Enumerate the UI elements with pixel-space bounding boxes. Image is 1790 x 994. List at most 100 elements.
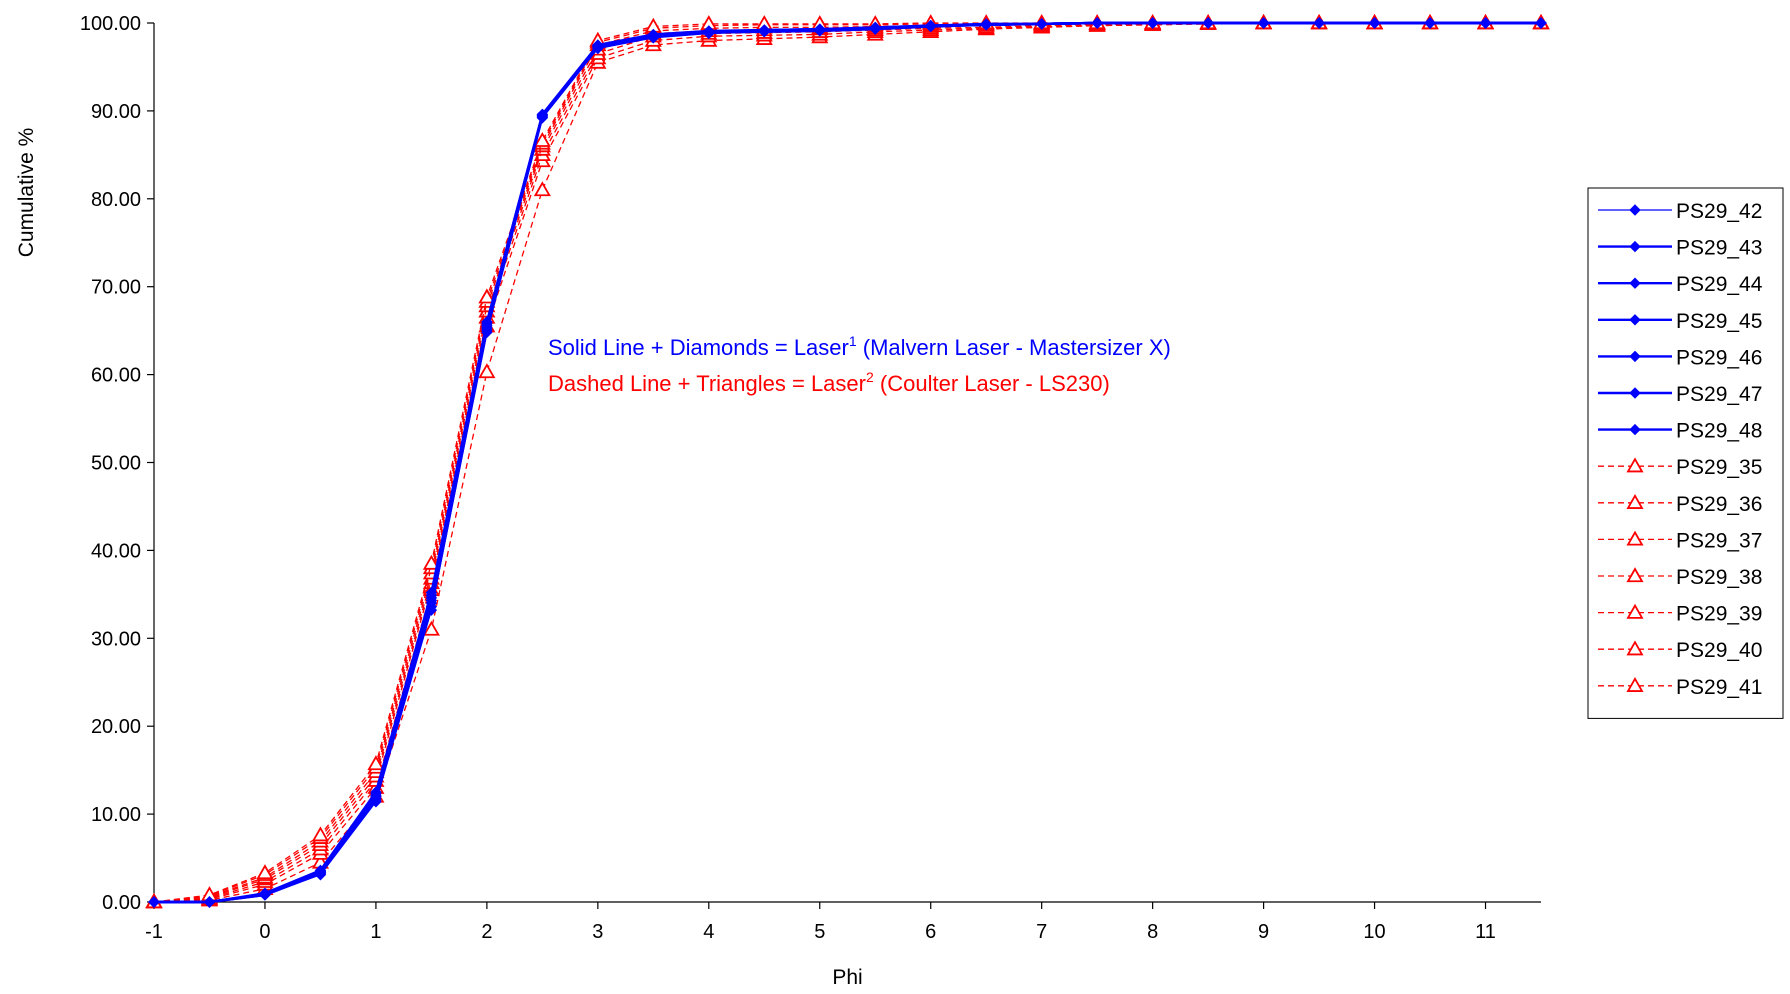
x-tick-label: 5 (814, 921, 825, 943)
legend-entry-PS29_46: PS29_46 (1598, 346, 1762, 369)
series-PS29_39 (145, 14, 1550, 909)
series-line (153, 22, 1541, 903)
data-point (647, 28, 660, 41)
legend-entry-PS29_37: PS29_37 (1598, 529, 1762, 552)
legend-label: PS29_35 (1676, 456, 1762, 479)
data-point (814, 23, 826, 35)
x-tick-label: 8 (1147, 921, 1158, 943)
data-point (203, 896, 216, 908)
y-tick-label: 40.00 (91, 540, 141, 562)
y-tick-label: 50.00 (91, 453, 141, 475)
series-PS29_47 (148, 17, 1547, 908)
data-point (481, 316, 493, 328)
series-line (154, 21, 1541, 904)
annotation-prefix: Dashed Line + Triangles = Laser (548, 371, 866, 396)
data-point (259, 887, 271, 899)
legend-entry-PS29_44: PS29_44 (1598, 273, 1763, 296)
series-PS29_35 (145, 14, 1550, 909)
series-PS29_41 (145, 14, 1550, 909)
legend-marker (1626, 603, 1644, 619)
data-point (592, 39, 604, 51)
legend-entry-PS29_41: PS29_41 (1598, 676, 1762, 699)
x-tick-label: 10 (1363, 921, 1385, 943)
legend-entry-PS29_40: PS29_40 (1598, 639, 1762, 662)
legend-label: PS29_42 (1676, 200, 1762, 223)
data-point (980, 18, 992, 30)
axes: 0.00 10.00 20.00 30.00 40.00 50.00 60.00 70.00 8… (15, 13, 1541, 989)
legend-label: PS29_40 (1676, 639, 1762, 662)
legend-entry-PS29_42: PS29_42 (1598, 200, 1762, 223)
annotation-suffix: (Malvern Laser - Mastersizer X) (857, 335, 1171, 360)
y-tick-label: 100.00 (80, 13, 141, 35)
x-tick-label: 2 (481, 921, 492, 943)
series-line (154, 21, 1541, 904)
data-point (1257, 17, 1270, 29)
legend-entry-PS29_43: PS29_43 (1598, 237, 1762, 260)
series-line (153, 22, 1541, 903)
data-point (1146, 17, 1159, 29)
data-point (425, 586, 438, 599)
legend-marker (1626, 493, 1644, 509)
series-PS29_45 (148, 17, 1547, 908)
y-tick-label: 90.00 (91, 101, 141, 123)
data-point (256, 864, 274, 880)
legend-entry-PS29_45: PS29_45 (1598, 310, 1762, 333)
legend-marker (1629, 277, 1641, 289)
data-point (703, 25, 715, 37)
x-tick-label: 9 (1258, 921, 1269, 943)
series-line (153, 22, 1541, 903)
y-tick-label: 10.00 (91, 804, 141, 826)
annotation-suffix: (Coulter Laser - LS230) (874, 371, 1110, 396)
legend-entry-PS29_36: PS29_36 (1598, 493, 1762, 516)
data-point (478, 288, 496, 304)
x-tick-label: 7 (1036, 921, 1047, 943)
legend-entry-PS29_39: PS29_39 (1598, 603, 1762, 626)
x-tick-label: 1 (370, 921, 381, 943)
series-line (154, 22, 1541, 903)
data-point (1479, 17, 1492, 29)
data-point (1313, 17, 1325, 29)
data-point (1424, 17, 1436, 29)
legend-entry-PS29_47: PS29_47 (1598, 383, 1762, 406)
data-point (478, 363, 496, 379)
data-point (422, 620, 440, 636)
legend-entry-PS29_48: PS29_48 (1598, 420, 1762, 443)
series-line (154, 21, 1541, 904)
y-tick-label: 80.00 (91, 189, 141, 211)
legend-label: PS29_43 (1676, 237, 1762, 260)
series-PS29_37 (145, 14, 1550, 909)
series-PS29_48 (148, 17, 1547, 908)
series-line (154, 21, 1541, 904)
series-line (153, 22, 1541, 903)
legend-label: PS29_37 (1676, 529, 1762, 552)
data-point (533, 181, 551, 197)
data-point (758, 24, 770, 36)
data-point (1035, 18, 1048, 30)
legend-marker (1629, 314, 1641, 326)
legend-marker (1626, 676, 1644, 692)
annotation-superscript: 2 (866, 369, 874, 385)
series-PS29_42 (148, 17, 1547, 908)
annotation-superscript: 1 (849, 333, 857, 349)
y-tick-label: 70.00 (91, 277, 141, 299)
legend-label: PS29_38 (1676, 566, 1762, 589)
legend-marker (1626, 640, 1644, 656)
annotation-line: Dashed Line + Triangles = Laser2 (Coulte… (548, 369, 1110, 396)
data-point (148, 896, 160, 908)
series-line (153, 22, 1541, 903)
series-PS29_44 (148, 17, 1547, 908)
x-tick-label: 4 (703, 921, 714, 943)
x-tick-label: 0 (259, 921, 270, 943)
x-axis-title: Phi (832, 966, 862, 989)
series-line (153, 22, 1541, 903)
data-point (311, 826, 329, 842)
legend: PS29_42 PS29_43 PS29_44 PS29_45 PS29_46 PS29_… (1587, 187, 1784, 719)
data-point (536, 108, 549, 121)
data-point (314, 864, 327, 877)
data-point (1091, 17, 1103, 29)
series-PS29_40 (145, 14, 1550, 909)
series-PS29_43 (148, 17, 1547, 908)
legend-label: PS29_39 (1676, 603, 1762, 626)
series-line (154, 21, 1541, 904)
x-tick-label: 11 (1475, 921, 1496, 943)
